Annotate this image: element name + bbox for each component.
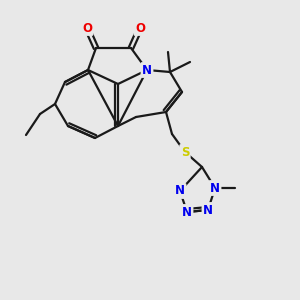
- Text: N: N: [203, 203, 213, 217]
- Text: S: S: [181, 146, 189, 158]
- Text: O: O: [135, 22, 145, 34]
- Text: O: O: [82, 22, 92, 34]
- Text: N: N: [182, 206, 192, 218]
- Text: N: N: [210, 182, 220, 194]
- Text: N: N: [175, 184, 185, 197]
- Text: N: N: [142, 64, 152, 76]
